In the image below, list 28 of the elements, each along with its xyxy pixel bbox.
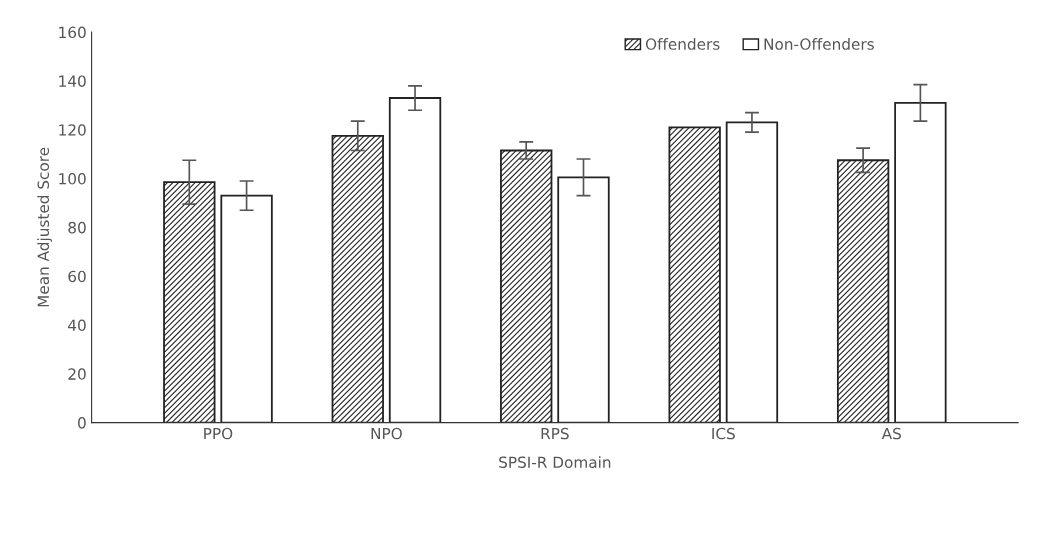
y-tick-label: 0	[78, 417, 86, 429]
x-tick-label: PPO	[204, 427, 233, 440]
x-tick-label: NPO	[371, 427, 402, 440]
x-tick-label: ICS	[712, 427, 735, 440]
y-tick-label: 100	[59, 173, 86, 185]
legend-label: Offenders	[645, 38, 720, 50]
y-axis-title: Mean Adjusted Score	[37, 147, 53, 307]
y-tick-label: 80	[68, 221, 86, 234]
x-axis-title: SPSI-R Domain	[499, 456, 611, 469]
x-tick-label: AS	[881, 427, 901, 440]
bar	[894, 101, 947, 423]
bar	[331, 134, 384, 423]
y-tick-label: 60	[68, 270, 86, 283]
y-tick-label: 120	[59, 124, 86, 136]
y-tick-label: 20	[68, 368, 86, 380]
bar	[557, 176, 610, 423]
legend-label: Non-Offenders	[764, 38, 874, 50]
y-tick-label: 40	[68, 319, 86, 332]
y-tick-label: 140	[59, 75, 86, 87]
y-tick-label: 160	[59, 26, 86, 39]
bar	[725, 121, 779, 423]
bar	[388, 97, 442, 423]
bar	[836, 159, 890, 423]
x-tick-label: RPS	[541, 427, 569, 440]
bar	[163, 181, 216, 423]
bar	[220, 194, 273, 423]
bar	[500, 149, 553, 423]
bar	[668, 126, 721, 423]
